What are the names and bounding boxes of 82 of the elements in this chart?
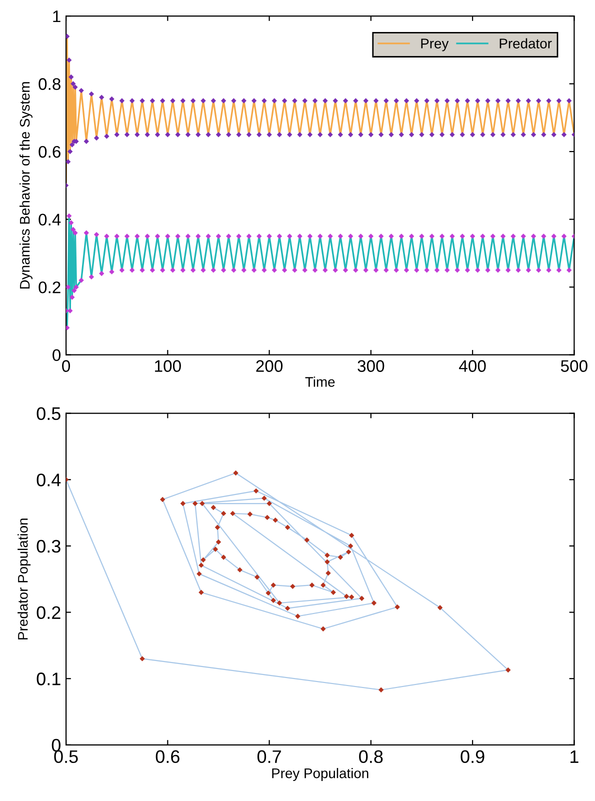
point [216,539,222,545]
y-tick-label: 0.4 [36,474,61,486]
x-axis-title: Time [305,376,335,387]
x-tick-label: 0.9 [460,750,484,764]
point [180,500,186,506]
point [324,559,330,564]
y-tick-label: 0.8 [38,78,60,90]
y-tick-label: 0.1 [36,672,60,686]
legend-label: Predator [500,38,552,48]
point [284,524,290,530]
point [346,549,352,555]
point [253,488,259,494]
point [304,537,310,543]
point [200,557,206,562]
point [359,596,364,601]
point [160,496,166,502]
x-tick-label: 500 [560,360,588,372]
point [266,590,271,596]
point [270,598,276,603]
x-tick-label: 100 [155,360,181,372]
point [212,546,218,552]
y-axis-title: Dynamics Behavior of the System [20,82,32,288]
x-tick-label: 300 [358,360,384,372]
point [272,517,278,523]
point [276,600,282,606]
point [320,626,326,632]
point [254,574,260,580]
point [371,600,377,606]
point [230,510,236,516]
y-tick-label: 0.3 [36,540,60,553]
y-tick-label: 0.2 [36,606,60,620]
point [198,562,204,568]
x-tick-label: 0.8 [359,750,383,764]
y-tick-label: 0 [52,349,61,362]
point [349,594,354,600]
point [264,514,270,520]
point [330,590,336,595]
y-tick-label: 0.2 [38,281,60,294]
point [437,605,443,610]
x-tick-label: 1 [570,750,578,763]
y-tick-label: 1 [53,10,60,22]
point [290,584,296,590]
point [140,656,145,662]
point [196,571,202,576]
x-tick-label: 400 [459,360,486,372]
point [220,554,226,560]
y-tick-label: 0 [52,738,60,752]
point [378,687,384,692]
point [262,496,267,501]
point [200,500,205,506]
point [324,552,330,558]
x-tick-label: 0 [62,360,70,372]
point [247,512,253,517]
point [214,524,220,530]
point [349,532,354,538]
point [192,500,198,506]
point [326,570,331,576]
legend-label: Prey [421,38,449,52]
point [506,667,511,673]
y-tick-label: 0.4 [38,214,61,226]
x-axis-title: Prey Population [272,768,368,781]
point [344,594,350,599]
x-tick-label: 0.6 [156,750,180,764]
point [233,470,238,476]
y-tick-label: 0.6 [38,146,60,158]
point [198,590,204,595]
y-axis-title: Predator Population [18,518,31,640]
point [210,504,216,510]
point [394,604,400,610]
point [348,543,354,549]
point [270,582,276,588]
y-tick-label: 0.5 [36,407,60,420]
x-tick-label: 200 [256,360,283,372]
point [266,500,272,506]
point [295,614,300,619]
point [237,567,242,572]
point [220,510,226,516]
point [320,582,326,588]
point [338,554,344,560]
point [284,606,290,611]
point [309,582,315,588]
x-tick-label: 0.7 [257,750,281,764]
